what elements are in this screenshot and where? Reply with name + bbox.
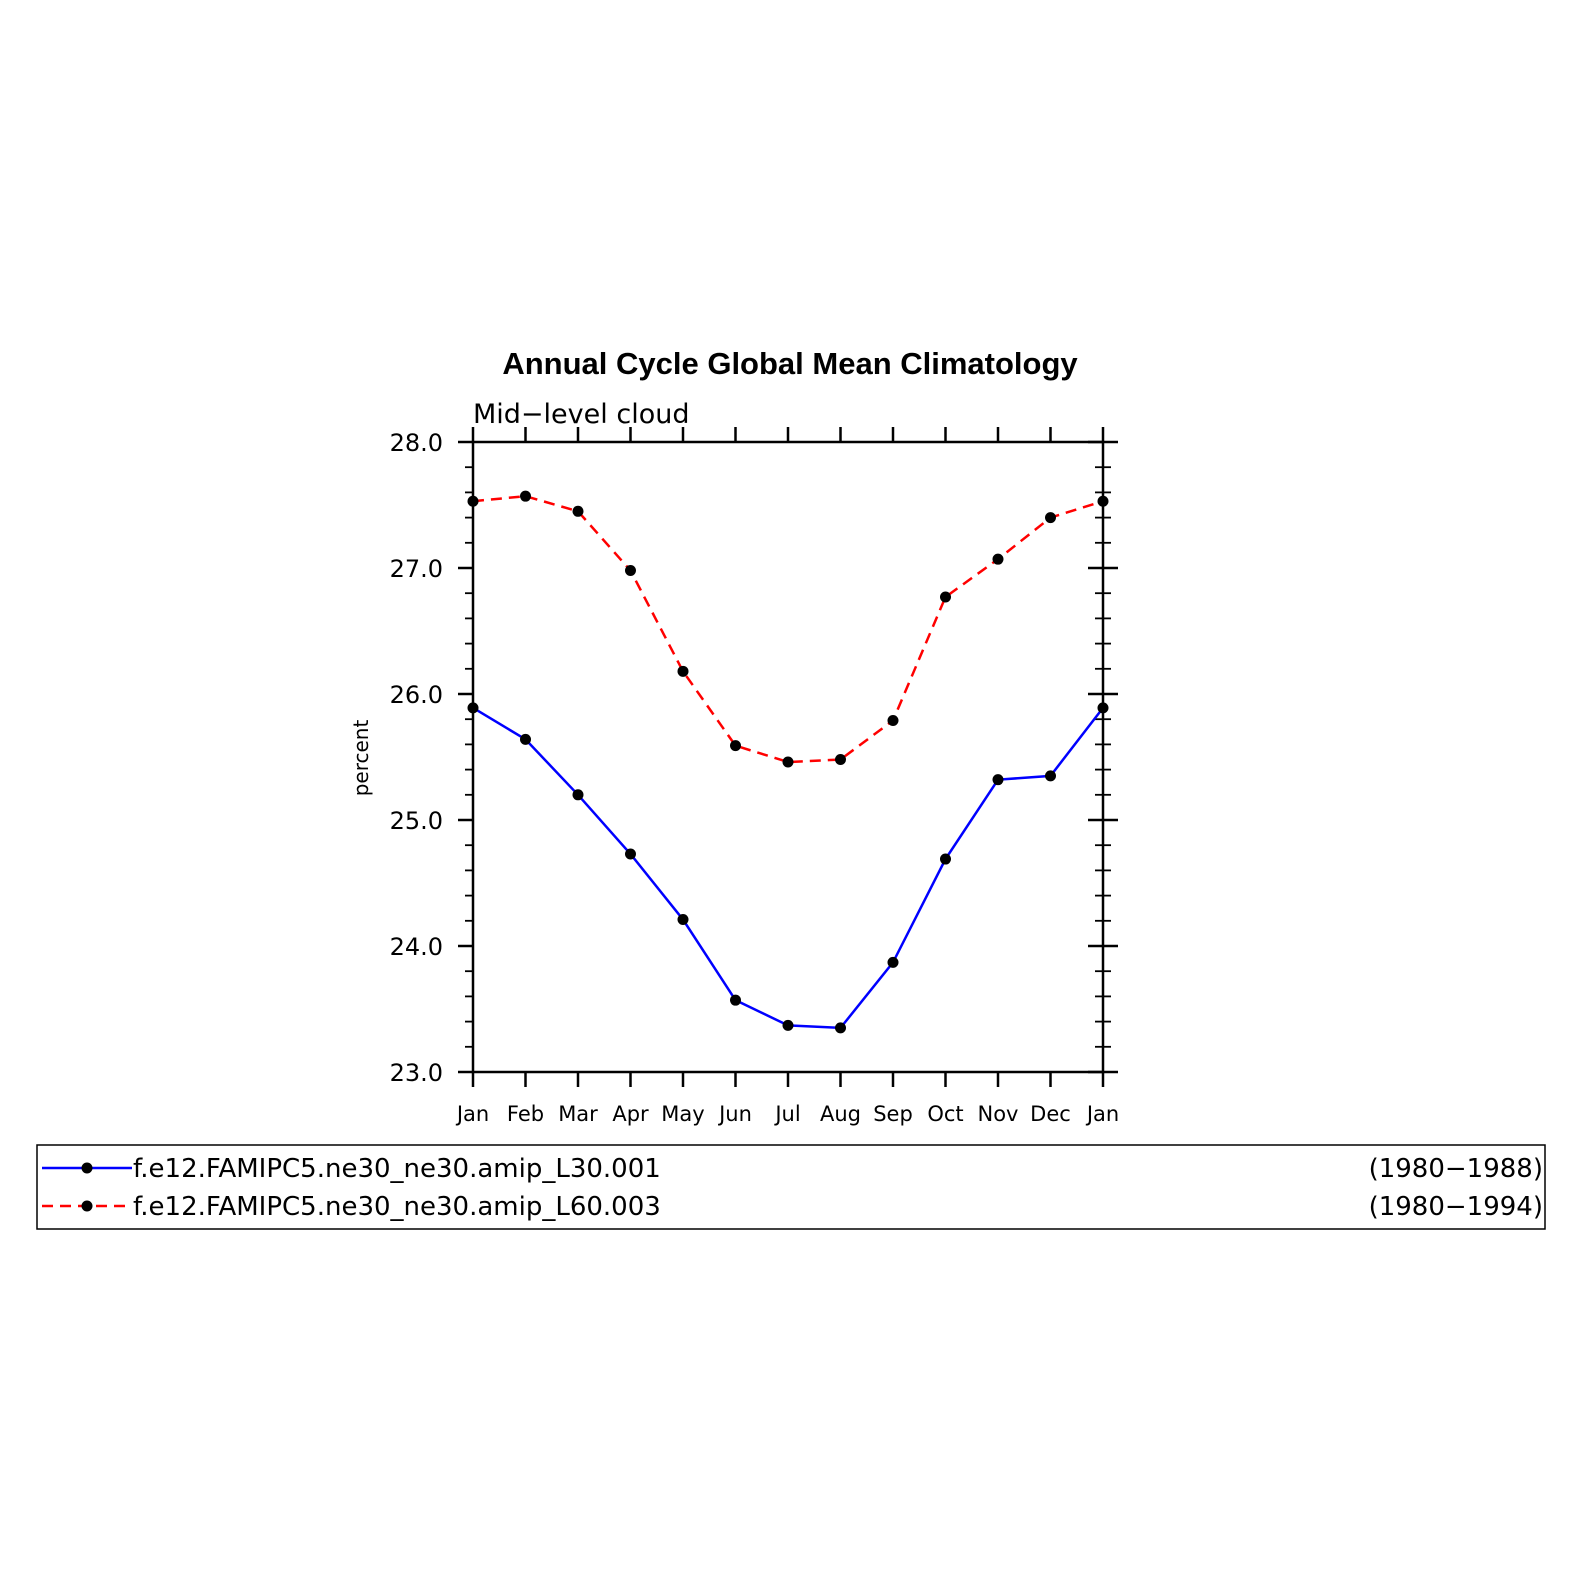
y-axis-label: percent (349, 720, 373, 797)
data-point (782, 756, 794, 768)
y-tick-label: 25.0 (390, 807, 443, 835)
data-point (677, 914, 689, 926)
legend-entry-1: f.e12.FAMIPC5.ne30_ne30.amip_L30.001 (198… (42, 1154, 1543, 1184)
plot-frame (471, 440, 1105, 1074)
legend-series-period: (1980−1994) (1369, 1192, 1543, 1222)
data-point (625, 565, 636, 577)
legend-box (36, 1144, 1546, 1230)
data-point (887, 714, 899, 726)
x-tick-label: Jan (455, 1102, 489, 1126)
chart-title: Annual Cycle Global Mean Climatology (502, 346, 1078, 381)
data-point (572, 789, 584, 801)
series-line (472, 494, 1104, 764)
x-tick-labels: Jan Feb Mar Apr May Jun Jul Aug Sep Oct Nov Dec Jan (455, 1102, 1119, 1126)
legend: f.e12.FAMIPC5.ne30_ne30.amip_L30.001 (198… (36, 1144, 1546, 1230)
series-1 (467, 702, 1109, 1034)
data-point (940, 853, 951, 865)
x-tick-label: Nov (978, 1102, 1019, 1126)
data-point (1097, 702, 1109, 714)
legend-entry-2: f.e12.FAMIPC5.ne30_ne30.amip_L60.003 (198… (42, 1192, 1543, 1222)
data-point (520, 733, 531, 745)
legend-series-name: f.e12.FAMIPC5.ne30_ne30.amip_L60.003 (133, 1192, 661, 1222)
data-point (625, 848, 636, 860)
series-line (472, 706, 1104, 1030)
x-tick-label: Sep (873, 1102, 913, 1126)
y-tick-labels: 23.0 24.0 25.0 26.0 27.0 28.0 (390, 429, 443, 1087)
x-tick-label: May (661, 1102, 704, 1126)
series-layer (467, 490, 1109, 1034)
data-point (1045, 770, 1056, 782)
y-tick-label: 23.0 (390, 1059, 443, 1087)
y-tick-label: 26.0 (390, 681, 443, 709)
legend-series-name: f.e12.FAMIPC5.ne30_ne30.amip_L30.001 (133, 1154, 661, 1184)
x-tick-label: Aug (820, 1102, 861, 1126)
series-2 (467, 490, 1109, 768)
data-point (467, 495, 479, 507)
x-tick-label: Oct (927, 1102, 963, 1126)
data-point (835, 1022, 846, 1034)
x-tick-label: Apr (612, 1102, 649, 1126)
data-point (1045, 512, 1056, 524)
x-tick-label: Jan (1085, 1102, 1119, 1126)
y-tick-label: 28.0 (390, 429, 443, 457)
data-point (782, 1019, 794, 1031)
x-tick-label: Dec (1030, 1102, 1071, 1126)
data-point (467, 702, 479, 714)
data-point (677, 665, 689, 677)
data-point (992, 553, 1004, 565)
chart-subtitle: Mid−level cloud (473, 399, 689, 430)
data-point (992, 774, 1004, 786)
data-point (887, 956, 899, 968)
legend-series-period: (1980−1988) (1369, 1154, 1543, 1184)
x-tick-label: Jul (773, 1102, 800, 1126)
data-point (572, 505, 584, 517)
data-point (520, 490, 531, 502)
x-tick-label: Mar (558, 1102, 598, 1126)
data-point (940, 591, 951, 603)
legend-marker (81, 1200, 93, 1212)
data-point (730, 740, 741, 752)
y-tick-label: 27.0 (390, 555, 443, 583)
ticks-layer (458, 427, 1118, 1087)
data-point (1097, 495, 1109, 507)
data-point (730, 994, 741, 1006)
x-tick-label: Feb (507, 1102, 544, 1126)
y-tick-label: 24.0 (390, 933, 443, 961)
legend-marker (81, 1162, 93, 1174)
x-tick-label: Jun (717, 1102, 752, 1126)
data-point (835, 754, 846, 766)
